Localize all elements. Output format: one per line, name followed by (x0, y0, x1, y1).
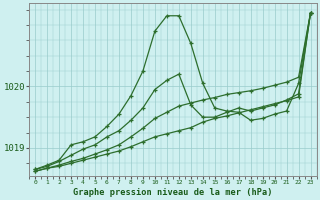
X-axis label: Graphe pression niveau de la mer (hPa): Graphe pression niveau de la mer (hPa) (73, 188, 273, 197)
